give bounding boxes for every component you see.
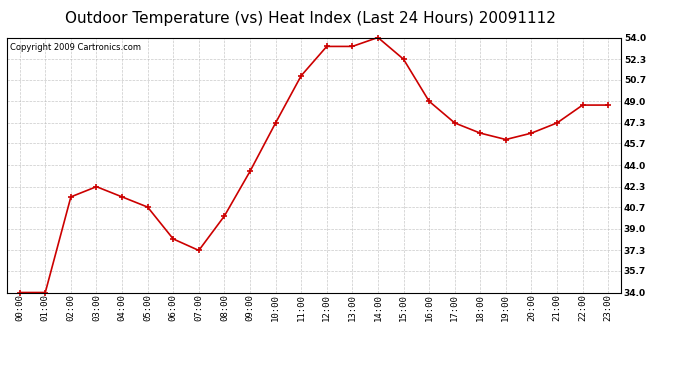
Text: Copyright 2009 Cartronics.com: Copyright 2009 Cartronics.com [10, 43, 141, 52]
Text: Outdoor Temperature (vs) Heat Index (Last 24 Hours) 20091112: Outdoor Temperature (vs) Heat Index (Las… [65, 11, 556, 26]
